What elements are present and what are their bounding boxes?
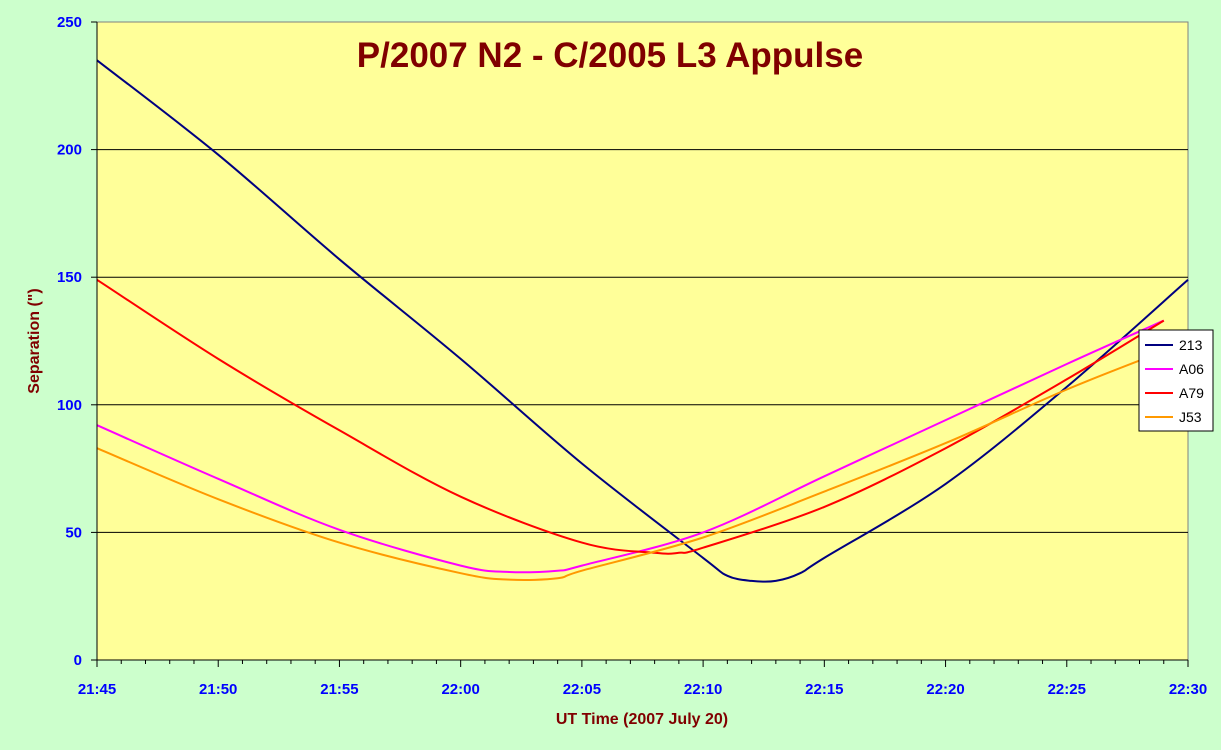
chart-title: P/2007 N2 - C/2005 L3 Appulse bbox=[357, 36, 863, 75]
y-tick-label: 200 bbox=[57, 142, 82, 159]
x-tick-label: 22:25 bbox=[1048, 681, 1086, 698]
x-tick-label: 22:00 bbox=[441, 681, 479, 698]
y-tick-label: 0 bbox=[74, 652, 82, 669]
gridlines bbox=[97, 149, 1188, 533]
x-tick-label: 22:15 bbox=[805, 681, 843, 698]
x-tick-label: 21:50 bbox=[199, 681, 237, 698]
series-line-213 bbox=[96, 59, 1189, 583]
x-tick-labels: 21:45 21:50 21:55 22:00 22:05 22:10 22:15 22:20… bbox=[78, 681, 1207, 698]
series-line-a06 bbox=[96, 319, 1165, 574]
legend: 213 A06 A79 J53 bbox=[1138, 329, 1214, 432]
series-line-a79 bbox=[96, 278, 1165, 555]
legend-label-a06: A06 bbox=[1179, 361, 1204, 377]
legend-label-a79: A79 bbox=[1179, 385, 1204, 401]
x-tick-label: 21:55 bbox=[320, 681, 358, 698]
x-tick-label: 22:10 bbox=[684, 681, 722, 698]
legend-label-213: 213 bbox=[1179, 337, 1203, 353]
x-tick-label: 22:20 bbox=[926, 681, 964, 698]
y-axis-title: Separation (") bbox=[26, 288, 43, 393]
y-tick-label: 100 bbox=[57, 397, 82, 414]
series-layer bbox=[96, 59, 1189, 583]
y-tick-label: 250 bbox=[57, 14, 82, 31]
x-axis-title: UT Time (2007 July 20) bbox=[556, 711, 728, 728]
axes bbox=[91, 21, 1189, 667]
x-tick-label: 22:05 bbox=[563, 681, 601, 698]
x-tick-label: 22:30 bbox=[1169, 681, 1207, 698]
plot-area bbox=[96, 21, 1189, 661]
x-tick-label: 21:45 bbox=[78, 681, 116, 698]
legend-box bbox=[1138, 329, 1214, 432]
legend-label-j53: J53 bbox=[1179, 409, 1202, 425]
y-tick-label: 150 bbox=[57, 269, 82, 286]
series-line-j53 bbox=[96, 350, 1165, 581]
y-tick-label: 50 bbox=[65, 524, 82, 541]
y-tick-labels: 0 50 100 150 200 250 bbox=[57, 14, 82, 669]
